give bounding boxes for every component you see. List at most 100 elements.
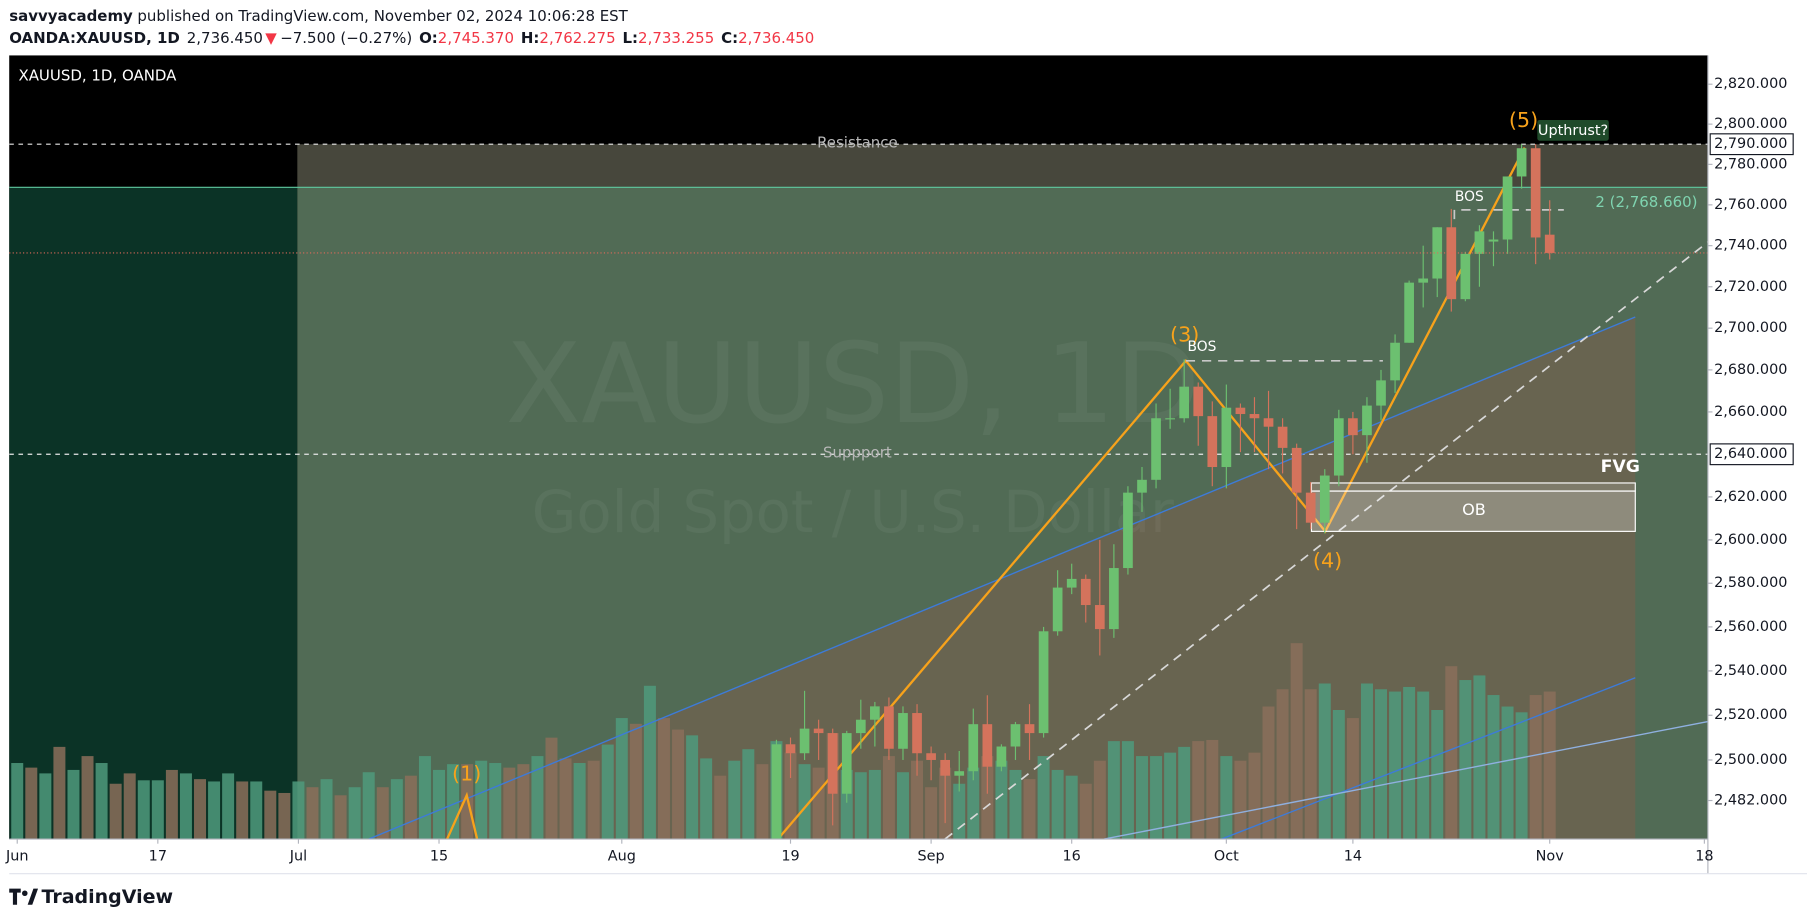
watermark-symbol: XAUUSD, 1D	[505, 320, 1200, 449]
candle-body	[855, 719, 866, 734]
candle-body	[1052, 587, 1063, 632]
volume-bar	[489, 763, 502, 840]
y-tick-label: 2,800.000	[1714, 116, 1787, 132]
candle-body	[1207, 416, 1218, 468]
volume-bar	[868, 769, 881, 840]
y-tick-label: 2,820.000	[1714, 76, 1787, 92]
wave-label: (1)	[452, 762, 481, 786]
volume-bar	[11, 763, 24, 840]
volume-bar	[292, 781, 305, 840]
wave-label: (5)	[1509, 108, 1538, 132]
volume-bar	[531, 756, 544, 840]
candle-body	[785, 744, 796, 754]
published: published on TradingView.com, November 0…	[137, 7, 628, 25]
volume-bar	[587, 760, 600, 840]
volume-bar	[137, 780, 150, 840]
candle-layer	[9, 144, 1708, 840]
volume-bar	[601, 744, 614, 840]
candle-body	[1080, 578, 1091, 606]
candle-body	[799, 728, 810, 754]
candle-body	[1179, 386, 1190, 419]
volume-bar	[798, 764, 811, 840]
volume-bar	[25, 767, 38, 840]
volume-bar	[475, 760, 488, 840]
wave-line	[446, 791, 479, 840]
volume-bar	[981, 756, 994, 840]
wave-label: (3)	[1170, 322, 1199, 346]
author: savvyacademy	[9, 7, 133, 25]
candle-body	[1151, 418, 1161, 480]
x-tick-label: 14	[1344, 848, 1362, 864]
ohlc-value: 2,762.275	[539, 29, 615, 47]
y-tick-label: 2,700.000	[1714, 320, 1787, 336]
level-price-box	[1709, 133, 1794, 156]
volume-bar	[1473, 675, 1486, 840]
candle-body	[1474, 231, 1485, 254]
logo-mark	[9, 888, 21, 905]
candle-body	[1193, 386, 1204, 417]
volume-bar	[643, 685, 656, 840]
volume-bar	[882, 756, 895, 840]
candle-body	[1109, 568, 1119, 630]
volume-bar	[1079, 783, 1092, 840]
ohlc-label: L:	[623, 29, 639, 47]
volume-bar	[756, 764, 769, 840]
volume-bar	[1121, 741, 1134, 840]
volume-bar	[953, 783, 966, 840]
volume-bar	[784, 752, 797, 840]
candle-body	[1277, 426, 1288, 448]
trend-line	[1103, 720, 1708, 840]
volume-bar	[1360, 683, 1373, 840]
volume-bar	[1220, 756, 1233, 840]
candle-body	[1488, 239, 1499, 242]
volume-bar	[1037, 756, 1050, 840]
volume-bar	[1065, 775, 1078, 840]
volume-bar	[1543, 691, 1556, 840]
ob-label: OB	[1462, 500, 1486, 519]
resistance-zone	[297, 144, 1708, 188]
volume-bar	[1304, 689, 1317, 840]
fvg-label: FVG	[1601, 457, 1640, 477]
x-tick-label: Oct	[1214, 848, 1239, 864]
volume-bar	[1136, 756, 1148, 840]
x-tick-label: 19	[781, 848, 799, 864]
x-tick-label: 18	[1695, 848, 1713, 864]
volume-bar	[433, 769, 446, 840]
candle-body	[912, 713, 922, 754]
volume-bar	[995, 760, 1008, 840]
volume-bar	[854, 772, 867, 840]
candle-body	[1530, 148, 1541, 238]
y-tick-label: 2,780.000	[1714, 156, 1787, 172]
volume-bar	[1332, 709, 1345, 840]
x-tick-label: 17	[149, 848, 167, 864]
volume-bar	[404, 775, 417, 840]
volume-bar	[559, 758, 572, 840]
volume-bar	[39, 773, 52, 840]
y-tick-label: 2,600.000	[1714, 532, 1787, 548]
volume-bar	[194, 779, 206, 840]
y-tick-label: 2,560.000	[1714, 619, 1787, 635]
candle-body	[996, 746, 1007, 767]
upthrust-box	[1537, 119, 1609, 141]
change-arrow: ▼	[265, 29, 277, 47]
y-tick-label: 2,760.000	[1714, 197, 1787, 213]
volume-bar	[714, 775, 727, 840]
volume-bar	[306, 787, 319, 840]
watermark: XAUUSD, 1D Gold Spot / U.S. Dollar	[505, 320, 1200, 546]
volume-bar	[1178, 746, 1191, 840]
volume-bar	[1529, 695, 1542, 840]
y-tick-label: 2,720.000	[1714, 279, 1787, 295]
volume-bar	[700, 758, 713, 840]
volume-bar	[573, 763, 586, 840]
candle-body	[926, 753, 936, 760]
logo-mark	[27, 888, 39, 905]
candle-body	[982, 724, 993, 767]
volume-bar	[1093, 760, 1106, 840]
x-tick-label: Aug	[608, 848, 636, 864]
x-tick-label: Jul	[289, 848, 307, 864]
wave-label: (4)	[1313, 548, 1342, 572]
candle-body	[968, 724, 979, 772]
volume-bar	[1276, 689, 1289, 840]
ohlc-label: C:	[721, 29, 738, 47]
ohlc-value: 2,736.450	[738, 29, 814, 47]
